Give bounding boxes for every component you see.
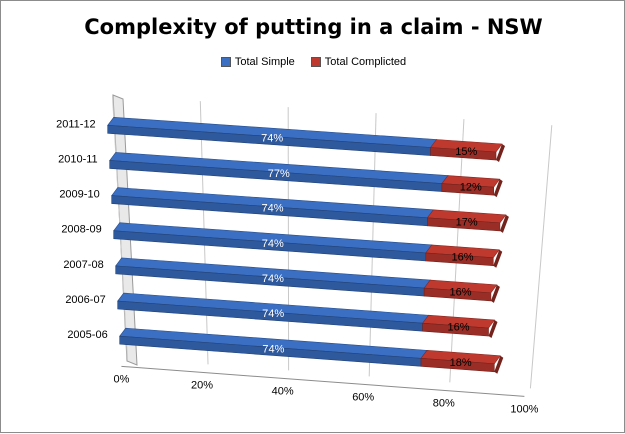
- tick-label: 0%: [113, 373, 129, 385]
- category-label: 2007-08: [63, 259, 103, 271]
- tick-label: 20%: [191, 379, 213, 391]
- data-label: 74%: [262, 308, 284, 320]
- x-axis-line: [121, 366, 524, 396]
- data-label: 74%: [261, 132, 283, 144]
- category-label: 2010-11: [58, 153, 98, 165]
- data-label: 16%: [448, 322, 470, 334]
- data-label: 15%: [455, 146, 477, 158]
- gridline: [530, 125, 551, 388]
- data-label: 18%: [450, 357, 472, 369]
- data-label: 12%: [460, 181, 482, 193]
- data-label: 16%: [450, 286, 472, 298]
- tick-label: 100%: [510, 403, 538, 415]
- data-label: 74%: [262, 203, 284, 215]
- data-label: 17%: [456, 216, 478, 228]
- category-label: 2009-10: [59, 189, 99, 201]
- data-label: 74%: [262, 343, 284, 355]
- data-label: 77%: [268, 168, 290, 180]
- data-label: 74%: [262, 238, 284, 250]
- tick-label: 40%: [272, 385, 294, 397]
- data-label: 74%: [262, 273, 284, 285]
- category-label: 2011-12: [56, 118, 96, 130]
- data-label: 16%: [452, 251, 474, 263]
- category-label: 2005-06: [67, 329, 107, 341]
- category-label: 2006-07: [65, 294, 105, 306]
- tick-label: 60%: [352, 391, 374, 403]
- category-label: 2008-09: [61, 224, 101, 236]
- tick-label: 80%: [433, 397, 455, 409]
